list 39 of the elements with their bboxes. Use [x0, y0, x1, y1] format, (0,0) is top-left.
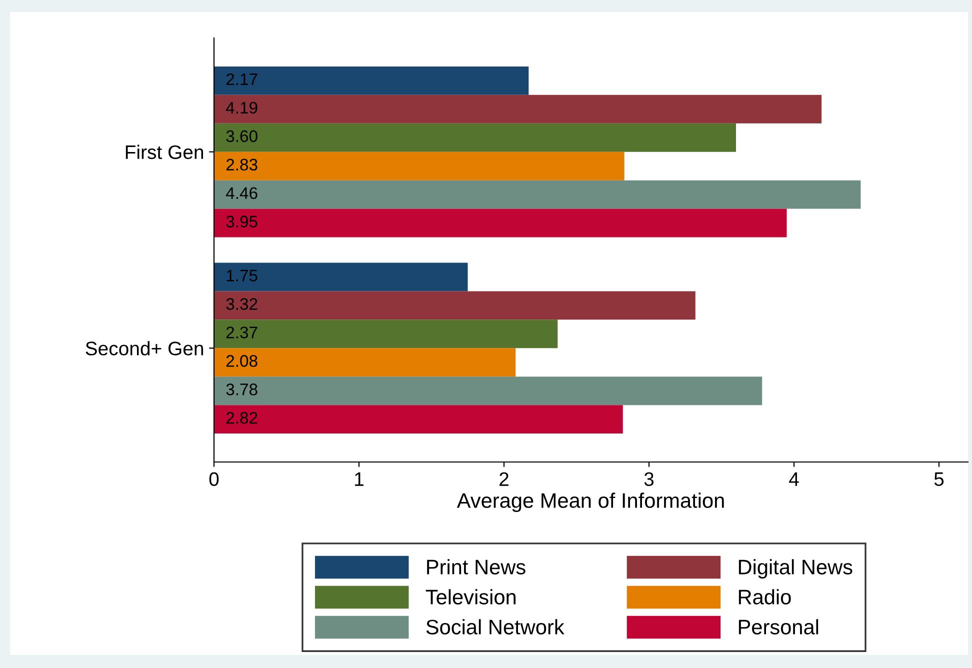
x-tick-label: 1 — [355, 472, 364, 486]
x-tick-label: 4 — [789, 472, 799, 486]
data-label: 3.78 — [226, 384, 258, 396]
bar — [214, 405, 623, 434]
data-label: 2.17 — [226, 73, 258, 86]
data-label: 2.37 — [226, 326, 258, 338]
data-label: 2.08 — [226, 355, 258, 367]
bar — [214, 348, 516, 377]
data-label: 2.83 — [226, 158, 258, 171]
legend-label: Print News — [427, 559, 526, 574]
bar — [214, 66, 529, 95]
legend-label: Social Network — [426, 619, 564, 634]
x-axis-title: Average Mean of Information — [456, 492, 724, 512]
data-label: 3.60 — [226, 130, 258, 142]
bar — [214, 152, 624, 180]
x-tick-label: 3 — [644, 472, 654, 486]
bar — [214, 376, 762, 406]
legend-label: Radio — [738, 589, 791, 604]
x-tick-label: 0 — [209, 472, 219, 486]
bar — [214, 291, 696, 320]
data-label: 3.32 — [226, 298, 258, 310]
legend-label: Television — [426, 589, 516, 604]
bar — [214, 208, 787, 238]
data-label: 1.75 — [226, 270, 258, 282]
bar — [214, 320, 558, 348]
data-label: 2.82 — [226, 412, 258, 424]
data-label: 3.95 — [226, 216, 258, 228]
legend-label: Personal — [738, 619, 818, 634]
y-tick-label: Second+ Gen — [86, 341, 204, 356]
legend-label: Digital News — [738, 559, 852, 579]
bar — [214, 262, 468, 292]
bar — [214, 123, 736, 152]
data-label: 4.46 — [226, 187, 258, 200]
bar — [214, 180, 861, 209]
data-label: 4.19 — [226, 102, 258, 114]
y-tick-label: First Gen — [126, 144, 204, 160]
bar — [214, 94, 822, 124]
x-tick-label: 2 — [500, 472, 508, 486]
x-tick-label: 5 — [934, 472, 944, 486]
